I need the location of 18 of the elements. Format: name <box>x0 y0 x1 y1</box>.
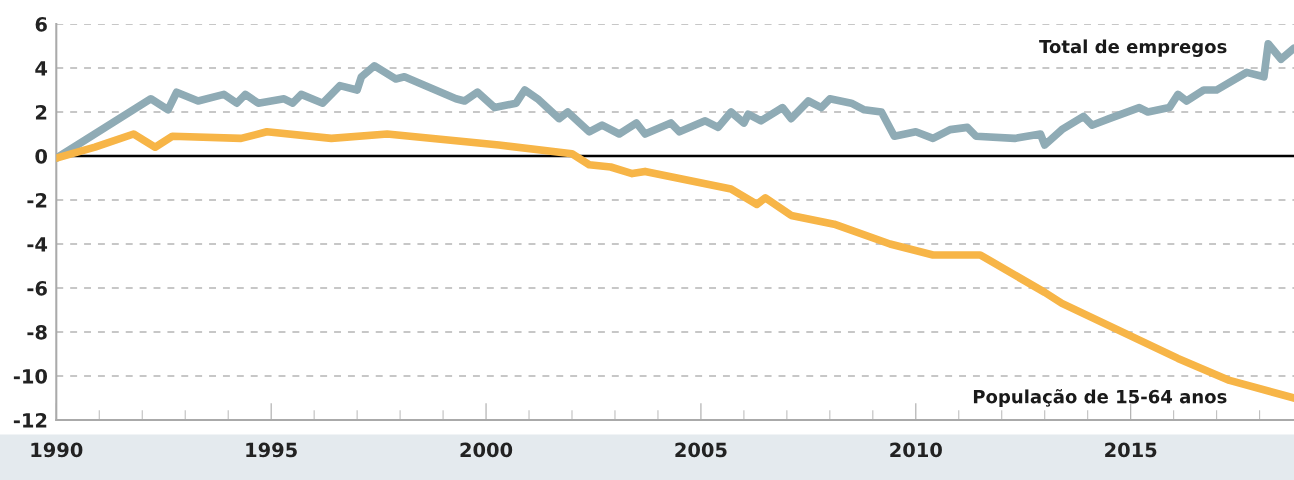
y-tick-label: -6 <box>27 280 47 296</box>
series-label: População de 15-64 anos <box>973 389 1227 407</box>
y-tick-label: -8 <box>27 324 47 340</box>
x-tick-label: 2005 <box>675 442 727 458</box>
x-tick-label: 1990 <box>31 442 83 458</box>
x-tick-label: 2010 <box>890 442 942 458</box>
series-label: Total de empregos <box>1039 39 1227 58</box>
y-tick-label: -4 <box>27 237 48 252</box>
y-tick-label: 4 <box>35 61 48 76</box>
y-tick-label: 0 <box>35 148 48 164</box>
y-tick-label: -2 <box>27 192 47 208</box>
x-tick-label: 2015 <box>1105 442 1157 458</box>
y-tick-label: 6 <box>35 16 47 32</box>
y-tick-label: -10 <box>13 368 48 384</box>
x-tick-label: 1995 <box>246 442 297 458</box>
x-tick-label: 2000 <box>460 442 513 458</box>
y-tick-label: -12 <box>13 412 47 428</box>
y-tick-label: 2 <box>35 104 47 120</box>
